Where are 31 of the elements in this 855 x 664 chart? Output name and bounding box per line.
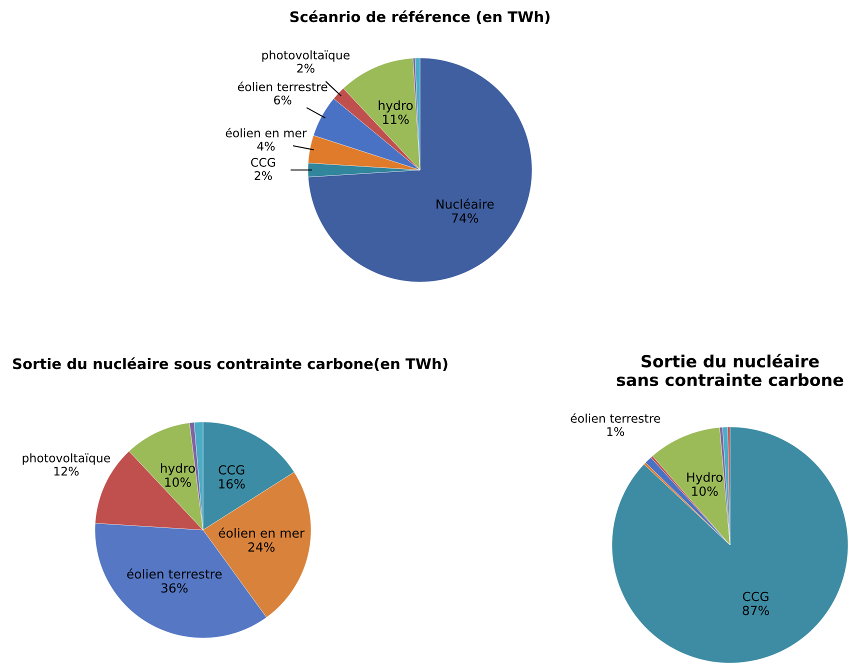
data-label: 4% [257, 142, 275, 151]
data-label: 24% [248, 542, 275, 552]
slice-label: éolien terrestre [238, 82, 328, 92]
data-label: 2% [254, 171, 272, 180]
slice-label: éolien terrestre [127, 568, 222, 579]
chart-title: Sortie du nucléaire sans contrainte carbone [616, 354, 844, 386]
slice-label: hydro [160, 463, 195, 476]
slice-label: CCG [218, 465, 244, 475]
slice-label: CCG [742, 592, 768, 602]
data-label: 10% [165, 477, 191, 487]
slice-label: CCG [251, 158, 276, 167]
data-label: 12% [54, 466, 79, 476]
slice-label: hydro [378, 100, 413, 113]
chart-title: Sortie du nucléaire sous contrainte carbone(en TWh) [13, 357, 448, 371]
data-label: 1% [607, 427, 624, 436]
slice-label: éolien en mer [226, 128, 307, 138]
data-label: 36% [161, 583, 188, 593]
slice-label: éolien en mer [218, 528, 305, 538]
slice-label: Hydro [687, 472, 723, 484]
data-label: 6% [274, 96, 292, 104]
chart-title: Scéanrio de référence (en TWh) [290, 10, 550, 24]
data-label: 16% [219, 479, 245, 489]
slice-label: photovoltaïque [22, 453, 110, 465]
data-label: 10% [692, 486, 718, 496]
data-label: 11% [383, 114, 409, 124]
slice-label: Nucléaire [436, 198, 494, 209]
slice-label: photovoltaïque [262, 50, 350, 62]
data-label: 87% [742, 606, 769, 616]
slice-label: éolien terrestre [570, 413, 660, 423]
data-label: 74% [452, 213, 478, 223]
data-label: 2% [297, 64, 314, 73]
